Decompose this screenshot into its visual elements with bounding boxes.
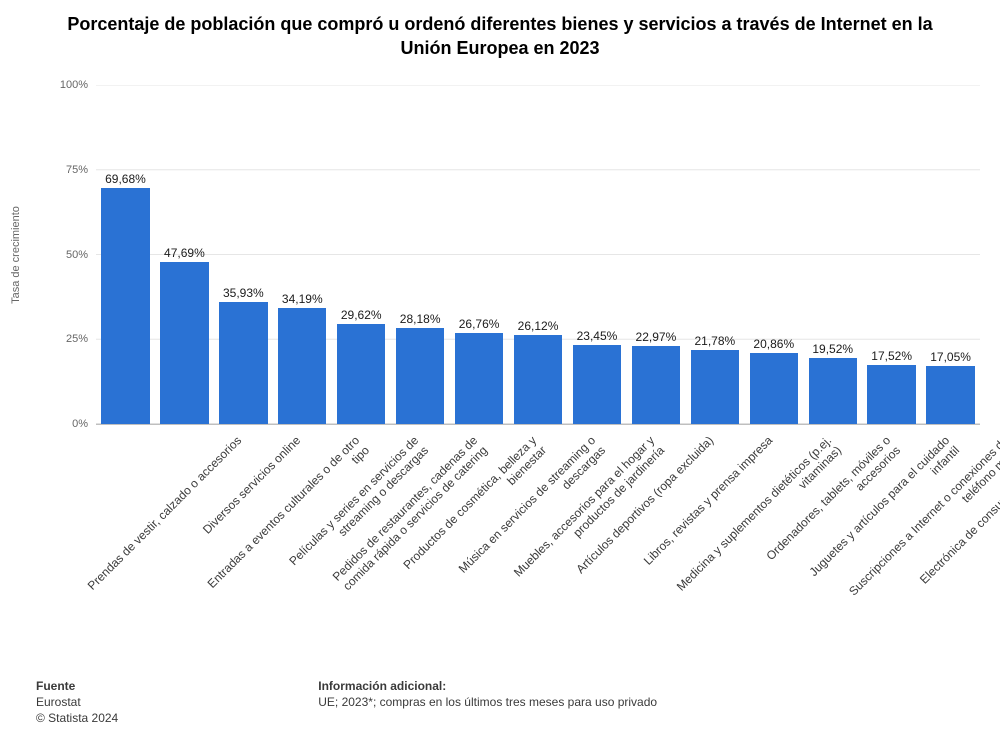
bar-column: 34,19%: [273, 85, 332, 424]
bar-column: 20,86%: [744, 85, 803, 424]
bar-column: 35,93%: [214, 85, 273, 424]
x-label-col: Productos de cosmética, belleza y bienes…: [391, 430, 450, 680]
bar-column: 29,62%: [332, 85, 391, 424]
bar: [101, 188, 149, 424]
x-label-col: Medicina y suplementos dietéticos (p.ej.…: [685, 430, 744, 680]
bar-value-label: 23,45%: [577, 329, 618, 343]
bar-value-label: 19,52%: [812, 342, 853, 356]
y-tick-label: 75%: [66, 164, 88, 176]
bar-value-label: 26,76%: [459, 317, 500, 331]
bar: [691, 350, 739, 424]
bar: [809, 358, 857, 424]
chart-area: Tasa de crecimiento 69,68%47,69%35,93%34…: [60, 85, 980, 425]
x-label-col: Películas y series en servicios de strea…: [273, 430, 332, 680]
y-tick-label: 25%: [66, 333, 88, 345]
x-label-col: Artículos deportivos (ropa excluida): [568, 430, 627, 680]
bar: [396, 328, 444, 424]
y-tick-label: 100%: [60, 79, 88, 91]
x-label-col: Juguetes y artículos para el cuidado inf…: [803, 430, 862, 680]
bar-value-label: 20,86%: [753, 337, 794, 351]
bar-value-label: 28,18%: [400, 312, 441, 326]
x-label-col: Diversos servicios online: [155, 430, 214, 680]
source-block: Fuente Eurostat © Statista 2024: [36, 679, 118, 725]
chart-title: Porcentaje de población que compró u ord…: [0, 0, 1000, 61]
x-label-col: Electrónica de consumo y dispositivos pa…: [921, 430, 980, 680]
x-label-col: Libros, revistas y prensa impresa: [626, 430, 685, 680]
source-heading: Fuente: [36, 679, 118, 693]
bar-column: 26,76%: [450, 85, 509, 424]
bar: [573, 345, 621, 424]
bar: [926, 366, 974, 424]
x-label-col: Pedidos de restaurantes, cadenas de comi…: [332, 430, 391, 680]
bar: [514, 335, 562, 424]
bar-column: 28,18%: [391, 85, 450, 424]
y-axis-label: Tasa de crecimiento: [10, 206, 22, 304]
copyright-text: © Statista 2024: [36, 711, 118, 725]
chart-footer: Fuente Eurostat © Statista 2024 Informac…: [36, 679, 980, 725]
bar: [455, 333, 503, 424]
additional-info-heading: Información adicional:: [318, 679, 657, 693]
bar-value-label: 26,12%: [518, 319, 559, 333]
x-label-col: Suscripciones a Internet o conexiones de…: [862, 430, 921, 680]
bar-value-label: 29,62%: [341, 308, 382, 322]
bar-column: 19,52%: [803, 85, 862, 424]
bar-column: 21,78%: [685, 85, 744, 424]
bars-container: 69,68% 47,69% 35,93% 34,19% 29,62% 28,18% 26,7…: [96, 85, 980, 424]
bar-column: 22,97%: [626, 85, 685, 424]
additional-info-value: UE; 2023*; compras en los últimos tres m…: [318, 695, 657, 709]
plot-region: 69,68% 47,69% 35,93% 34,19% 29,62% 28,18% 26,7…: [96, 85, 980, 425]
x-axis-labels: Prendas de vestir, calzado o accesoriosD…: [96, 430, 980, 680]
bar-value-label: 22,97%: [636, 330, 677, 344]
y-tick-label: 50%: [66, 249, 88, 261]
bar: [337, 324, 385, 424]
bar: [160, 262, 208, 424]
additional-info-block: Información adicional: UE; 2023*; compra…: [318, 679, 657, 725]
source-value: Eurostat: [36, 695, 118, 709]
y-tick-label: 0%: [72, 418, 88, 430]
x-label-col: Ordenadores, tablets, móviles o accesori…: [744, 430, 803, 680]
bar-column: 17,52%: [862, 85, 921, 424]
bar-value-label: 35,93%: [223, 286, 264, 300]
x-label-col: Muebles, accesorios para el hogar y prod…: [509, 430, 568, 680]
bar: [278, 308, 326, 424]
bar-column: 69,68%: [96, 85, 155, 424]
x-label-col: Prendas de vestir, calzado o accesorios: [96, 430, 155, 680]
bar-column: 26,12%: [509, 85, 568, 424]
bar-value-label: 69,68%: [105, 172, 146, 186]
bar-column: 23,45%: [568, 85, 627, 424]
x-label-col: Música en servicios de streaming o desca…: [450, 430, 509, 680]
bar: [750, 353, 798, 424]
bar-value-label: 21,78%: [694, 334, 735, 348]
x-label-col: Entradas a eventos culturales o de otro …: [214, 430, 273, 680]
bar: [867, 365, 915, 424]
bar-value-label: 47,69%: [164, 246, 205, 260]
bar: [632, 346, 680, 424]
bar-value-label: 17,52%: [871, 349, 912, 363]
bar-value-label: 17,05%: [930, 350, 971, 364]
bar: [219, 302, 267, 424]
bar-value-label: 34,19%: [282, 292, 323, 306]
bar-column: 47,69%: [155, 85, 214, 424]
bar-column: 17,05%: [921, 85, 980, 424]
